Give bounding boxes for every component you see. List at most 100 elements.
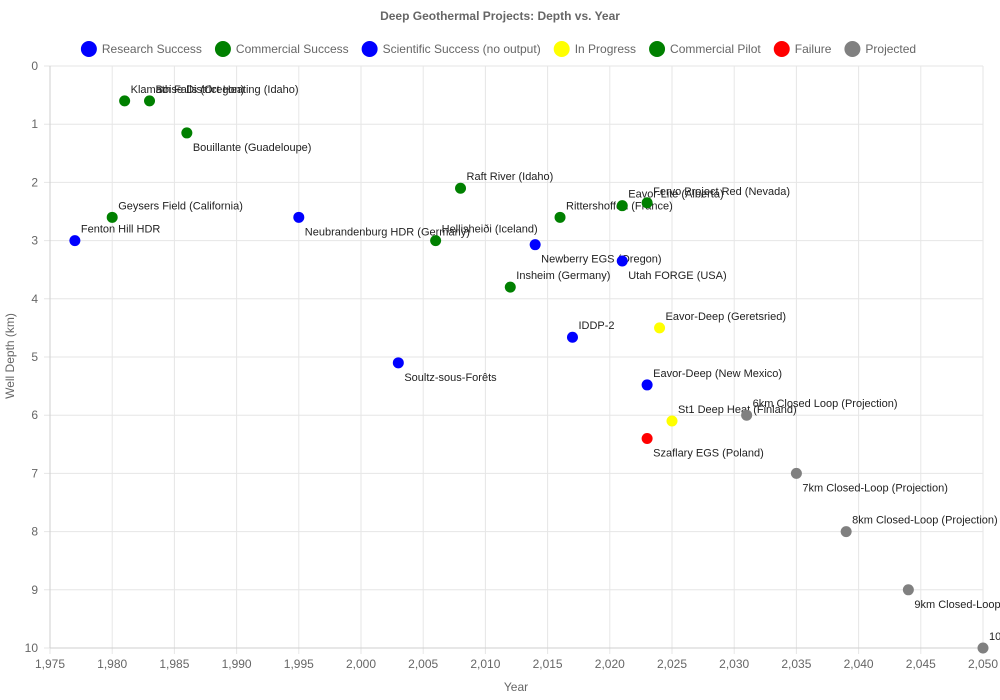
data-point[interactable] (840, 526, 852, 538)
data-point[interactable] (566, 331, 578, 343)
y-tick-label: 7 (31, 466, 38, 480)
x-tick-label: 2,010 (470, 657, 500, 671)
x-tick-label: 2,025 (657, 657, 687, 671)
data-point[interactable] (106, 211, 118, 223)
point-label: 8km Closed-Loop (Projection) (852, 515, 998, 527)
data-point[interactable] (641, 197, 653, 209)
data-point[interactable] (392, 357, 404, 369)
legend-marker (649, 41, 666, 57)
y-tick-label: 8 (31, 525, 38, 539)
x-tick-label: 2,045 (906, 657, 936, 671)
legend-label: Failure (795, 42, 832, 56)
y-tick-label: 6 (31, 408, 38, 422)
point-label: Neubrandenburg HDR (Germany) (305, 226, 470, 238)
point-label: Geysers Field (California) (118, 200, 243, 212)
x-tick-label: 1,985 (159, 657, 189, 671)
point-label: Utah FORGE (USA) (628, 270, 726, 282)
point-label: 7km Closed-Loop (Projection) (802, 482, 948, 494)
point-label: Klamath Falls (Oregon) (131, 84, 245, 96)
legend-marker (844, 41, 861, 57)
legend-item[interactable]: Commercial Pilot (649, 41, 761, 57)
point-label: Raft River (Idaho) (467, 171, 554, 183)
point-label: 6km Closed Loop (Projection) (753, 398, 898, 410)
x-tick-label: 2,040 (844, 657, 874, 671)
x-tick-label: 1,975 (35, 657, 65, 671)
legend-item[interactable]: In Progress (553, 41, 636, 57)
point-label: Boise District Heating (Idaho) (156, 84, 299, 96)
point-label: Hellisheiði (Iceland) (442, 224, 538, 236)
x-tick-label: 2,015 (533, 657, 563, 671)
y-tick-label: 0 (31, 59, 38, 73)
point-label: Newberry EGS (Oregon) (541, 254, 661, 266)
point-label: Eavor-Deep (New Mexico) (653, 368, 782, 380)
data-point[interactable] (554, 211, 566, 223)
point-label: Fervo Project Red (Nevada) (653, 186, 790, 198)
point-label: St1 Deep Heat (Finland) (678, 404, 797, 416)
legend-item[interactable]: Failure (773, 41, 832, 57)
legend-item[interactable]: Commercial Success (214, 41, 349, 57)
data-point[interactable] (641, 379, 653, 391)
y-axis-title: Well Depth (km) (3, 313, 17, 399)
data-point[interactable] (181, 127, 193, 139)
data-point[interactable] (616, 200, 628, 212)
point-label: 9km Closed-Loop (Projection) (914, 599, 1000, 611)
data-point[interactable] (666, 415, 678, 427)
point-label: 10km Closed-Loop (Projection) (989, 631, 1000, 643)
x-tick-label: 2,020 (595, 657, 625, 671)
data-point[interactable] (654, 322, 666, 334)
data-point[interactable] (504, 281, 516, 293)
x-tick-label: 2,050 (968, 657, 998, 671)
x-axis-title: Year (504, 680, 528, 694)
data-points: Fenton Hill HDR Neubrandenburg HDR (Germa… (69, 84, 1000, 654)
x-tick-label: 1,990 (222, 657, 252, 671)
y-tick-label: 9 (31, 583, 38, 597)
point-label: Soultz-sous-Forêts (404, 372, 497, 384)
y-axis: 0 1 2 3 4 5 6 7 8 9 10 (25, 59, 39, 655)
point-label: Bouillante (Guadeloupe) (193, 142, 312, 154)
legend-label: Commercial Pilot (670, 42, 761, 56)
legend-label: Scientific Success (no output) (383, 42, 541, 56)
point-label: IDDP-2 (578, 320, 614, 332)
y-tick-label: 10 (25, 641, 39, 655)
x-tick-label: 1,980 (97, 657, 127, 671)
legend-label: In Progress (575, 42, 636, 56)
point-label: Eavor-Deep (Geretsried) (666, 311, 786, 323)
data-point[interactable] (119, 95, 131, 107)
x-tick-label: 2,000 (346, 657, 376, 671)
x-tick-label: 1,995 (284, 657, 314, 671)
grid-lines (44, 65, 984, 654)
legend-marker (553, 41, 570, 57)
y-tick-label: 1 (31, 117, 38, 131)
data-point[interactable] (529, 239, 541, 251)
point-label: Szaflary EGS (Poland) (653, 447, 764, 459)
data-point[interactable] (430, 235, 442, 247)
y-tick-label: 5 (31, 350, 38, 364)
data-point[interactable] (616, 255, 628, 267)
legend-item[interactable]: Research Success (80, 41, 202, 57)
chart-title: Deep Geothermal Projects: Depth vs. Year (380, 9, 620, 23)
y-tick-label: 3 (31, 234, 38, 248)
data-point[interactable] (977, 642, 989, 654)
data-point[interactable] (455, 182, 467, 194)
data-point[interactable] (69, 235, 81, 247)
y-tick-label: 2 (31, 175, 38, 189)
legend-label: Commercial Success (236, 42, 349, 56)
data-point[interactable] (641, 432, 653, 444)
data-point[interactable] (902, 584, 914, 596)
legend-item[interactable]: Projected (844, 41, 916, 57)
data-point[interactable] (741, 409, 753, 421)
data-point[interactable] (790, 467, 802, 479)
x-tick-label: 2,030 (719, 657, 749, 671)
legend-marker (80, 41, 97, 57)
x-tick-label: 2,035 (781, 657, 811, 671)
point-label: Fenton Hill HDR (81, 224, 161, 236)
data-point[interactable] (144, 95, 156, 107)
data-point[interactable] (293, 211, 305, 223)
legend-marker (773, 41, 790, 57)
y-tick-label: 4 (31, 292, 38, 306)
legend-item[interactable]: Scientific Success (no output) (361, 41, 541, 57)
legend-label: Research Success (102, 42, 202, 56)
legend-marker (214, 41, 231, 57)
x-tick-label: 2,005 (408, 657, 438, 671)
